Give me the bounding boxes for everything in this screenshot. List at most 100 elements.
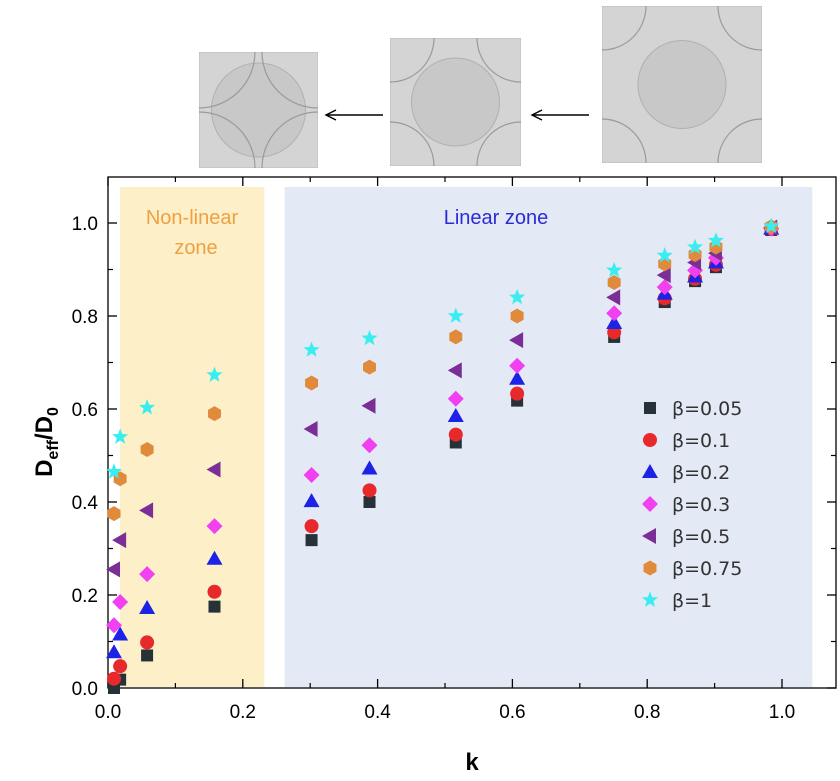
data-point — [107, 506, 121, 522]
x-tick-label: 0.6 — [499, 702, 525, 723]
x-tick-label: 0.2 — [230, 702, 256, 723]
data-point — [139, 600, 156, 615]
data-point — [363, 359, 377, 375]
data-point — [106, 561, 120, 578]
data-point — [207, 584, 222, 599]
data-point — [112, 626, 129, 641]
data-point — [139, 566, 156, 583]
legend-marker — [644, 402, 656, 414]
data-point — [656, 247, 673, 263]
data-point — [509, 288, 526, 305]
data-point — [447, 390, 464, 407]
legend-marker — [641, 591, 659, 607]
data-point — [607, 275, 621, 291]
data-point — [112, 428, 129, 444]
y-tick-label: 0.0 — [72, 679, 98, 700]
data-point — [303, 493, 320, 508]
data-point — [449, 329, 463, 345]
legend-marker — [642, 464, 658, 478]
data-point — [303, 420, 318, 437]
data-point — [447, 407, 464, 422]
y-tick-label: 1.0 — [72, 214, 98, 235]
data-point — [606, 314, 623, 329]
y-tick-label: 0.2 — [72, 586, 98, 607]
data-point — [106, 617, 122, 634]
data-point — [509, 357, 526, 374]
non-linear-zone-band — [120, 187, 265, 687]
data-point — [112, 532, 127, 549]
data-point — [140, 441, 154, 457]
non-linear-zone-label: Non-linear — [146, 207, 239, 229]
data-point — [305, 375, 319, 391]
data-point — [363, 496, 376, 508]
plot-frame — [107, 176, 837, 689]
data-point — [362, 483, 377, 498]
y-tick-label: 0.6 — [72, 400, 98, 421]
y-tick-label: 0.8 — [72, 307, 98, 328]
legend-label: β=1 — [672, 590, 712, 612]
data-point — [656, 279, 673, 296]
geometry-illustration — [199, 6, 762, 168]
data-point — [361, 397, 376, 414]
y-tick-label: 0.4 — [72, 493, 99, 514]
data-point — [361, 329, 378, 346]
data-point — [447, 362, 462, 379]
data-point — [206, 366, 223, 382]
x-tick-label: 1.0 — [769, 702, 795, 723]
geometry-panel-small — [199, 52, 318, 168]
data-point — [107, 671, 121, 686]
data-point — [303, 341, 320, 357]
linear-zone-label: Linear zone — [444, 207, 549, 229]
data-point — [763, 217, 780, 234]
data-point — [448, 427, 463, 442]
data-point — [606, 261, 623, 278]
data-point — [140, 635, 155, 650]
data-point — [303, 467, 320, 484]
data-point — [361, 437, 378, 454]
data-point — [139, 502, 154, 519]
data-point — [139, 399, 156, 415]
data-point — [206, 461, 221, 478]
y-axis-title: Deff/D0 — [31, 407, 62, 477]
legend-label: β=0.2 — [672, 462, 730, 484]
data-point — [606, 289, 621, 306]
data-markers — [105, 217, 780, 694]
legend-label: β=0.5 — [672, 526, 730, 548]
arrow-left-icon — [324, 109, 383, 121]
data-point — [206, 550, 223, 565]
legend-marker — [643, 433, 657, 447]
non-linear-zone-label-line2: zone — [174, 237, 217, 259]
data-point — [510, 386, 525, 401]
data-point — [113, 659, 128, 674]
legend-label: β=0.05 — [672, 398, 742, 420]
data-point — [206, 518, 223, 535]
data-point — [106, 644, 122, 659]
legend: β=0.05 β=0.1 β=0.2 β=0.3 β=0.5 β=0.75 β=1 — [641, 398, 742, 612]
data-point — [447, 307, 464, 323]
data-point — [112, 593, 129, 610]
data-point — [105, 463, 123, 479]
y-axis-title-main: D — [31, 460, 58, 477]
data-point — [208, 406, 221, 422]
data-point — [509, 370, 526, 385]
y-axis-title-sub1: eff — [45, 439, 62, 459]
data-point — [208, 600, 221, 613]
legend-marker — [642, 496, 658, 512]
data-point — [686, 238, 704, 255]
data-point — [707, 232, 725, 248]
legend-label: β=0.1 — [672, 430, 730, 452]
geometry-panel-medium — [390, 38, 521, 166]
axis-ticks — [107, 177, 836, 689]
legend-marker — [643, 560, 657, 576]
data-point — [656, 267, 671, 284]
data-point — [509, 332, 524, 349]
data-point — [141, 649, 154, 662]
data-point — [304, 519, 319, 534]
data-point — [361, 460, 378, 475]
data-point — [305, 534, 318, 547]
x-tick-label: 0.8 — [634, 702, 660, 723]
legend-label: β=0.75 — [672, 558, 742, 580]
x-axis-title: k — [465, 749, 479, 776]
arrow-left-icon — [530, 109, 589, 121]
